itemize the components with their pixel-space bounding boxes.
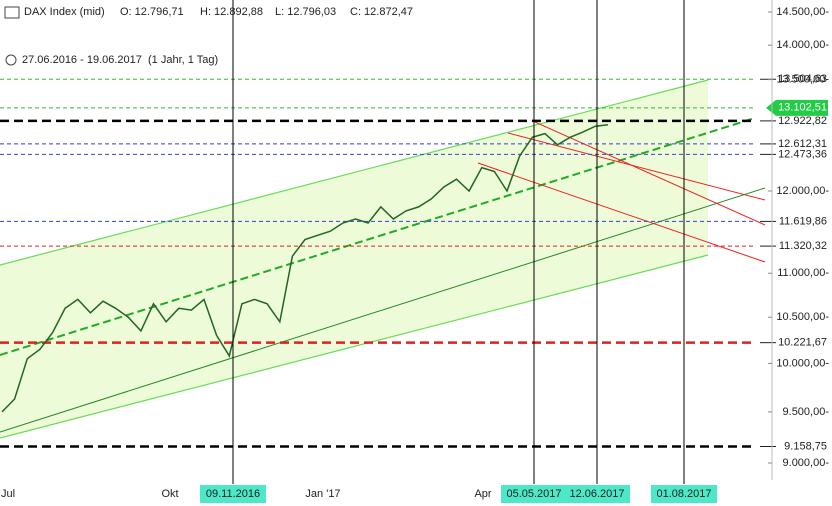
marker-label: 01.08.2017	[656, 488, 711, 500]
level-label: 10.221,67	[778, 337, 827, 349]
level-label: 11.320,32	[779, 240, 827, 252]
channel-top	[0, 79, 709, 266]
y-tick-label: 10.000,00-	[776, 357, 829, 369]
x-tick-label: Okt	[161, 488, 178, 500]
ohlc: L: 12.796,03	[275, 6, 336, 18]
channel-bottom	[0, 254, 709, 439]
y-tick-label: 14.000,00-	[776, 39, 829, 51]
y-tick-label: 13.500,00-	[776, 73, 829, 85]
red-line	[507, 132, 766, 201]
trend-line	[0, 187, 766, 433]
red-line	[477, 162, 766, 263]
ohlc: O: 12.796,71	[120, 6, 184, 18]
ohlc: H: 12.892,88	[200, 6, 263, 18]
icon	[4, 6, 20, 19]
marker-label: 12.06.2017	[569, 488, 624, 500]
price-line	[1, 124, 609, 413]
title: DAX Index (mid)	[24, 6, 105, 18]
level-label: 9.158,75	[784, 440, 827, 452]
y-tick-label: 9.500,00-	[783, 406, 830, 418]
level-label: 12.922,82	[778, 115, 827, 127]
level-tag	[766, 99, 828, 116]
level-label: 12.612,31	[778, 138, 827, 150]
marker-label: 05.05.2017	[506, 488, 561, 500]
x-tick-label: Jan '17	[305, 488, 340, 500]
y-tick-label: 10.500,00-	[776, 311, 829, 323]
channel-fill	[0, 80, 708, 438]
level-label: 11.619,86	[779, 215, 827, 227]
level-label: 12.473,36	[778, 148, 827, 160]
x-tick-label: Jul	[1, 488, 15, 500]
marker-tag	[564, 485, 630, 503]
y-tick-label: 9.000,00-	[783, 457, 830, 469]
level-label: 13.504,63	[778, 73, 827, 85]
clock-icon	[5, 54, 17, 66]
y-tick-label: 14.500,00-	[776, 6, 829, 18]
y-tick-label: 11.000,00-	[777, 267, 829, 279]
y-tick-label: 12.000,00-	[776, 185, 829, 197]
marker-label: 09.11.2016	[206, 488, 260, 500]
red-line	[534, 121, 766, 226]
subtitle-note: (1 Jahr, 1 Tag)	[148, 54, 218, 66]
marker-tag	[501, 485, 567, 503]
x-tick-label: Apr	[474, 488, 491, 500]
marker-tag	[200, 485, 266, 503]
level-label: 13.102,51	[778, 102, 827, 114]
subtitle: 27.06.2016 - 19.06.2017	[22, 54, 142, 66]
ohlc: C: 12.872,47	[350, 6, 413, 18]
marker-tag	[651, 485, 717, 503]
